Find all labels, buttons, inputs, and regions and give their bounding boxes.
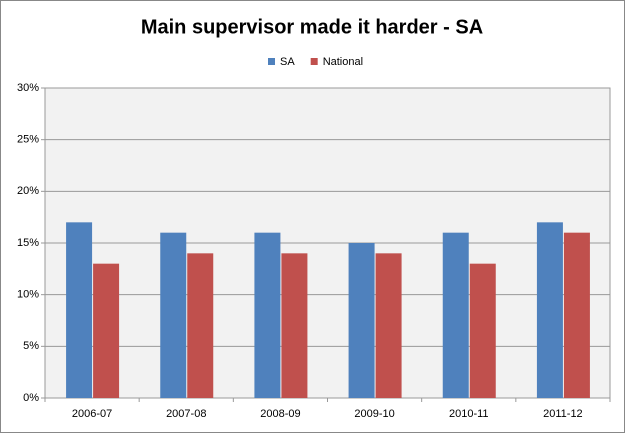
x-tick-label: 2009-10 <box>354 408 394 420</box>
y-tick-label: 0% <box>23 392 39 404</box>
y-tick-label: 15% <box>17 237 39 249</box>
bar <box>375 253 402 398</box>
x-tick-label: 2008-09 <box>260 408 300 420</box>
bar <box>348 243 375 398</box>
y-tick-label: 10% <box>17 289 39 301</box>
legend-swatch <box>310 58 318 65</box>
y-tick-label: 25% <box>17 134 39 146</box>
x-tick-label: 2007-08 <box>166 408 206 420</box>
bar <box>536 222 563 398</box>
bar <box>442 232 469 398</box>
bar <box>66 222 93 398</box>
legend-swatch <box>268 58 275 65</box>
y-tick-label: 5% <box>23 340 39 352</box>
x-tick-label: 2011-12 <box>543 408 583 420</box>
bar <box>563 232 590 398</box>
bar <box>254 232 281 398</box>
chart-title: Main supervisor made it harder - SA <box>141 16 483 38</box>
bar <box>469 263 496 398</box>
bar <box>281 253 308 398</box>
x-tick-label: 2006-07 <box>72 408 112 420</box>
legend-label: National <box>323 56 363 68</box>
bar <box>160 232 187 398</box>
y-tick-label: 20% <box>17 185 39 197</box>
bar <box>187 253 214 398</box>
legend-label: SA <box>280 56 295 68</box>
x-tick-label: 2010-11 <box>449 408 489 420</box>
y-tick-label: 30% <box>17 82 39 94</box>
bar <box>93 263 120 398</box>
